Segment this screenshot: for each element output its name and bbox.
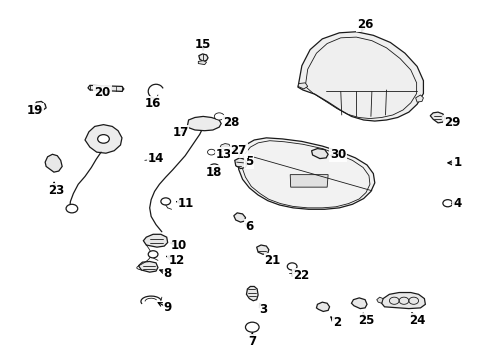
Circle shape: [209, 164, 219, 171]
Text: 28: 28: [222, 116, 239, 129]
Circle shape: [149, 157, 157, 162]
Polygon shape: [233, 213, 245, 222]
Text: 29: 29: [444, 116, 460, 129]
Polygon shape: [234, 158, 246, 168]
Polygon shape: [199, 54, 207, 62]
Polygon shape: [238, 138, 374, 209]
Text: 12: 12: [168, 254, 184, 267]
Polygon shape: [316, 302, 329, 311]
Circle shape: [245, 322, 259, 332]
Text: 14: 14: [147, 152, 164, 165]
Polygon shape: [297, 32, 423, 121]
Polygon shape: [376, 297, 382, 303]
Polygon shape: [143, 234, 167, 247]
Circle shape: [287, 263, 296, 270]
Polygon shape: [198, 61, 206, 64]
Text: 25: 25: [357, 314, 373, 327]
Text: 10: 10: [170, 239, 186, 252]
Text: 21: 21: [264, 254, 280, 267]
Polygon shape: [415, 95, 423, 102]
Text: 27: 27: [230, 144, 246, 157]
Polygon shape: [85, 125, 122, 153]
Text: 17: 17: [172, 126, 188, 139]
Polygon shape: [138, 261, 158, 272]
Text: 26: 26: [356, 18, 372, 31]
Circle shape: [214, 113, 224, 120]
Text: 19: 19: [26, 104, 42, 117]
Text: 11: 11: [178, 197, 194, 210]
Polygon shape: [289, 175, 327, 187]
Circle shape: [98, 135, 109, 143]
Polygon shape: [220, 144, 230, 151]
Text: 18: 18: [205, 166, 221, 179]
Text: 8: 8: [163, 267, 171, 280]
Polygon shape: [246, 287, 258, 301]
Text: 6: 6: [245, 220, 253, 233]
Polygon shape: [381, 293, 425, 309]
Text: 16: 16: [144, 97, 161, 110]
Circle shape: [148, 251, 158, 258]
Polygon shape: [297, 83, 307, 89]
Text: 30: 30: [329, 148, 346, 161]
Text: 22: 22: [292, 269, 308, 282]
Polygon shape: [34, 102, 46, 111]
Text: 1: 1: [452, 156, 461, 169]
Text: 4: 4: [452, 197, 461, 210]
Polygon shape: [351, 298, 366, 309]
Polygon shape: [256, 245, 268, 254]
Polygon shape: [45, 154, 62, 172]
Text: 2: 2: [332, 316, 340, 329]
Polygon shape: [429, 112, 444, 123]
Circle shape: [66, 204, 78, 213]
Text: 13: 13: [216, 148, 232, 161]
Text: 5: 5: [245, 155, 253, 168]
Polygon shape: [187, 116, 221, 131]
Text: 20: 20: [94, 86, 110, 99]
Polygon shape: [311, 149, 327, 158]
Text: 15: 15: [195, 38, 211, 51]
Text: 23: 23: [48, 184, 64, 197]
Circle shape: [442, 200, 452, 207]
Text: 24: 24: [408, 314, 425, 327]
Text: 3: 3: [258, 303, 266, 316]
Text: 9: 9: [163, 301, 171, 314]
Circle shape: [207, 149, 215, 155]
Text: 7: 7: [248, 335, 256, 348]
Polygon shape: [88, 85, 123, 91]
